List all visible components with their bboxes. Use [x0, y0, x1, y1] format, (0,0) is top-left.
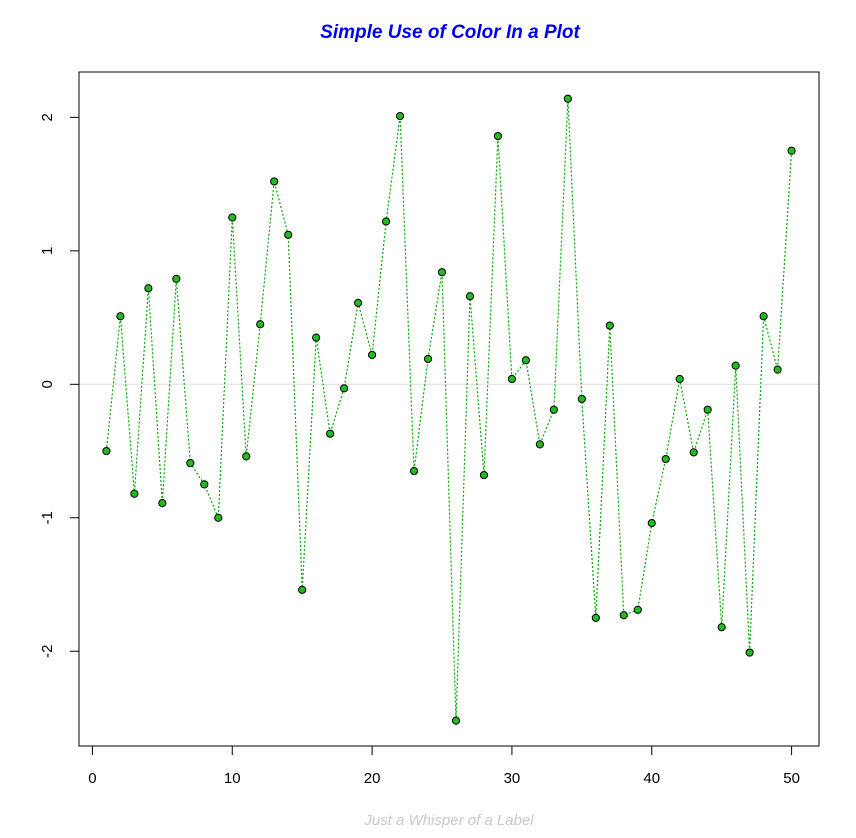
data-point: [242, 452, 251, 461]
data-point: [619, 611, 628, 620]
data-point: [759, 312, 768, 321]
data-point: [703, 405, 712, 414]
y-tick-label: -2: [39, 645, 56, 658]
x-axis-label: Just a Whisper of a Label: [363, 812, 534, 829]
x-tick-label: 10: [224, 770, 241, 787]
data-point: [367, 350, 377, 360]
data-point: [493, 131, 503, 141]
data-point: [158, 498, 167, 508]
x-tick-label: 50: [783, 770, 800, 787]
data-point: [689, 448, 698, 457]
data-point: [340, 384, 349, 393]
data-point: [647, 519, 656, 528]
data-point: [116, 312, 125, 321]
y-tick-label: -1: [39, 511, 56, 524]
y-tick-label: 1: [39, 247, 56, 255]
data-point: [605, 321, 614, 330]
data-point: [326, 429, 335, 438]
y-axis: -2 -1 0 1 2: [39, 113, 80, 658]
plot-frame: [78, 71, 820, 747]
data-point: [787, 146, 796, 155]
data-point: [773, 365, 782, 374]
data-point: [563, 94, 572, 103]
data-point: [479, 470, 489, 480]
data-point: [381, 217, 391, 226]
data-point: [535, 440, 544, 449]
y-tick-label: 0: [39, 380, 56, 388]
x-tick-label: 0: [88, 770, 96, 787]
data-point: [312, 333, 321, 342]
x-tick-label: 30: [504, 770, 521, 787]
data-point: [186, 458, 195, 468]
data-point: [144, 284, 153, 293]
data-point: [633, 605, 642, 614]
data-point: [549, 405, 558, 414]
data-point: [102, 446, 111, 456]
x-tick-label: 20: [364, 770, 381, 787]
data-point: [284, 230, 293, 239]
data-point: [437, 268, 447, 277]
data-point: [675, 374, 684, 384]
x-axis: 0 10 20 30 40 50: [88, 745, 800, 787]
data-point: [661, 454, 670, 464]
data-point: [354, 298, 363, 307]
data-point: [172, 274, 181, 283]
chart-title: Simple Use of Color In a Plot: [320, 22, 580, 43]
data-point: [423, 354, 433, 364]
data-point: [130, 489, 139, 498]
data-point: [521, 356, 531, 365]
data-point: [717, 623, 726, 632]
data-point: [298, 585, 307, 594]
data-point: [577, 394, 586, 404]
data-point: [507, 374, 517, 384]
y-tick-label: 2: [39, 113, 56, 121]
data-point: [270, 177, 279, 186]
data-point: [395, 111, 405, 121]
data-point: [731, 361, 740, 370]
x-tick-label: 40: [643, 770, 660, 787]
data-point: [465, 292, 475, 301]
data-point: [591, 613, 600, 622]
data-point: [228, 213, 237, 222]
data-point: [745, 648, 754, 657]
data-points: [102, 94, 796, 725]
data-point: [200, 480, 209, 489]
data-point: [256, 320, 265, 329]
data-point: [451, 716, 461, 725]
data-point: [214, 513, 223, 522]
series-line: [105, 98, 793, 721]
data-point: [409, 466, 419, 476]
